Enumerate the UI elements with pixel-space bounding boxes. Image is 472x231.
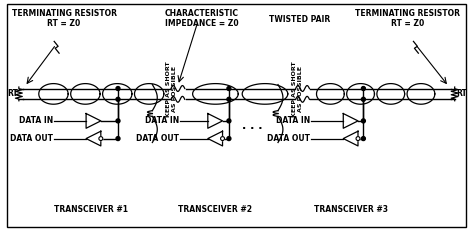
Text: DATA IN: DATA IN bbox=[276, 116, 311, 125]
Text: DATA IN: DATA IN bbox=[19, 116, 53, 125]
Text: DATA OUT: DATA OUT bbox=[267, 134, 311, 143]
Text: TERMINATING RESISTOR
RT = Z0: TERMINATING RESISTOR RT = Z0 bbox=[355, 9, 460, 28]
Circle shape bbox=[220, 137, 225, 140]
Text: RT: RT bbox=[8, 89, 18, 98]
Text: KEEP AS SHORT
AS POSSIBLE: KEEP AS SHORT AS POSSIBLE bbox=[166, 61, 177, 117]
Circle shape bbox=[362, 87, 365, 91]
Circle shape bbox=[227, 87, 231, 91]
Text: TERMINATING RESISTOR
RT = Z0: TERMINATING RESISTOR RT = Z0 bbox=[11, 9, 117, 28]
Circle shape bbox=[362, 137, 365, 140]
Circle shape bbox=[116, 97, 120, 101]
Text: DATA IN: DATA IN bbox=[144, 116, 179, 125]
Text: TRANSCEIVER #2: TRANSCEIVER #2 bbox=[178, 205, 252, 214]
Text: KEEP AS SHORT
AS POSSIBLE: KEEP AS SHORT AS POSSIBLE bbox=[292, 61, 303, 117]
Text: TRANSCEIVER #3: TRANSCEIVER #3 bbox=[313, 205, 388, 214]
Circle shape bbox=[116, 87, 120, 91]
Text: TWISTED PAIR: TWISTED PAIR bbox=[269, 15, 330, 24]
Text: TRANSCEIVER #1: TRANSCEIVER #1 bbox=[54, 205, 128, 214]
Text: · · ·: · · · bbox=[242, 124, 263, 134]
Circle shape bbox=[227, 137, 231, 140]
Circle shape bbox=[99, 137, 103, 140]
Circle shape bbox=[116, 119, 120, 123]
Text: RT: RT bbox=[456, 89, 467, 98]
Circle shape bbox=[116, 137, 120, 140]
Text: CHARACTERISTIC
IMPEDANCE = Z0: CHARACTERISTIC IMPEDANCE = Z0 bbox=[164, 9, 238, 28]
Circle shape bbox=[227, 119, 231, 123]
Circle shape bbox=[362, 97, 365, 101]
Circle shape bbox=[362, 119, 365, 123]
Text: DATA OUT: DATA OUT bbox=[10, 134, 53, 143]
Circle shape bbox=[227, 97, 231, 101]
Text: DATA OUT: DATA OUT bbox=[136, 134, 179, 143]
Circle shape bbox=[356, 137, 360, 140]
